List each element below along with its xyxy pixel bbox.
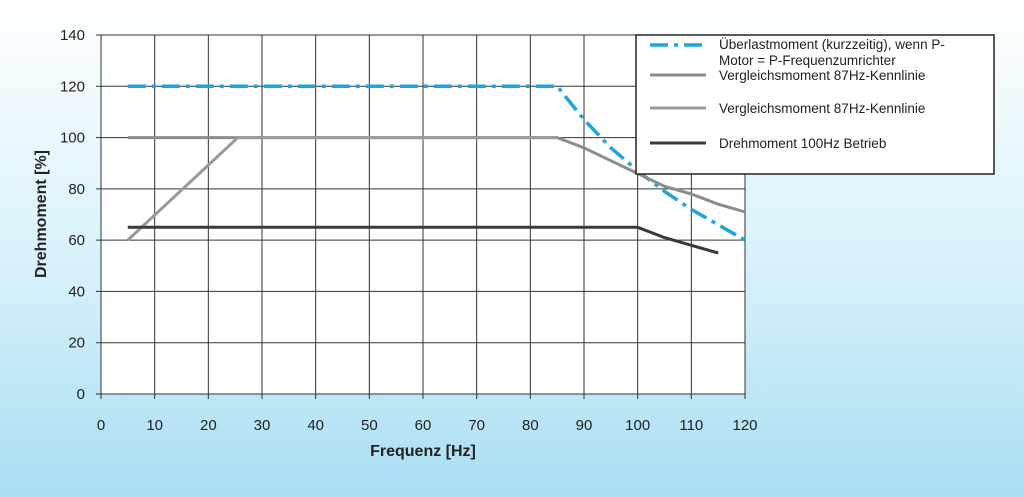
y-tick-label: 40 (68, 283, 85, 300)
y-tick-label: 80 (68, 181, 85, 198)
x-tick-label: 10 (146, 417, 163, 434)
legend-label-comparison-1: Vergleichsmoment 87Hz-Kennlinie (719, 68, 925, 83)
x-tick-label: 60 (415, 417, 432, 434)
x-tick-label: 100 (625, 417, 650, 434)
y-tick-label: 120 (60, 78, 85, 95)
x-tick-label: 80 (522, 417, 539, 434)
legend-label-torque-100hz: Drehmoment 100Hz Betrieb (719, 136, 886, 151)
legend-label-comparison-2: Vergleichsmoment 87Hz-Kennlinie (719, 101, 925, 116)
x-tick-label: 120 (732, 417, 757, 434)
y-axis-title: Drehmoment [%] (33, 150, 50, 278)
legend-label-overload-line1: Überlastmoment (kurzzeitig), wenn P- (719, 37, 945, 52)
x-tick-label: 0 (97, 417, 105, 434)
y-tick-label: 140 (60, 27, 85, 44)
legend: Überlastmoment (kurzzeitig), wenn P- Mot… (635, 34, 995, 175)
series-comparison-87hz-2 (126, 136, 558, 242)
x-tick-label: 50 (361, 417, 378, 434)
series-torque-100hz (127, 225, 719, 255)
x-tick-label: 30 (254, 417, 271, 434)
x-tick-label: 90 (576, 417, 593, 434)
y-tick-label: 60 (68, 232, 85, 249)
x-tick-label: 20 (200, 417, 217, 434)
x-tick-label: 110 (679, 417, 703, 434)
y-tick-label: 0 (77, 386, 85, 403)
y-tick-label: 20 (68, 335, 85, 352)
y-tick-label: 100 (60, 130, 85, 147)
x-axis-title: Frequenz [Hz] (370, 443, 476, 460)
x-tick-label: 40 (307, 417, 324, 434)
axes: 0 10 20 30 40 50 60 70 80 90 100 110 120 0 20 40 60 80 100… (60, 27, 758, 434)
legend-label-overload-line2: Motor = P-Frequenzumrichter (719, 53, 896, 68)
legend-box (635, 34, 995, 175)
x-tick-label: 70 (468, 417, 485, 434)
